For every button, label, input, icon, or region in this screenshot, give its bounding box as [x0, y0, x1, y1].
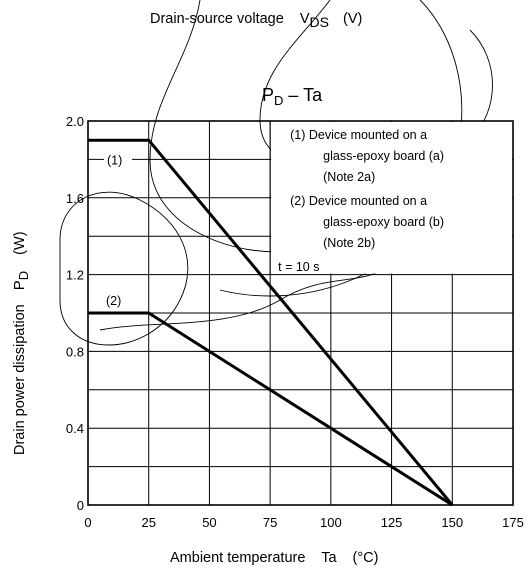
chart-title: PD – Ta	[262, 85, 323, 108]
top-label-subscript: DS	[310, 14, 329, 30]
legend-line: (Note 2a)	[323, 170, 375, 184]
chart-title-rest: – Ta	[283, 85, 323, 105]
chart-title-symbol: P	[262, 85, 274, 105]
x-tick-label: 125	[381, 515, 403, 530]
x-axis-label-symbol: Ta	[321, 550, 337, 566]
y-tick-label: 0.4	[66, 421, 84, 436]
series-lines	[88, 138, 454, 507]
series-1-label-bg	[104, 151, 132, 168]
y-axis-label-subscript: D	[16, 271, 31, 280]
y-tick-label: 1.2	[66, 268, 84, 283]
x-axis-label-text: Ambient temperature	[170, 550, 305, 566]
x-axis-label: Ambient temperature Ta (°C)	[170, 550, 378, 566]
legend: (1) Device mounted on a glass-epoxy board…	[269, 121, 512, 275]
series-1-line	[88, 138, 454, 506]
legend-line: t = 10 s	[278, 260, 319, 274]
x-tick-label: 100	[320, 515, 342, 530]
legend-line: (2) Device mounted on a	[290, 194, 427, 208]
series-1-label: (1)	[107, 153, 122, 167]
legend-line: (Note 2b)	[323, 236, 375, 250]
y-axis-label-unit: (W)	[12, 231, 28, 254]
series-labels: (1) (2)	[104, 151, 132, 308]
x-tick-label: 0	[84, 515, 91, 530]
legend-line: (1) Device mounted on a	[290, 128, 427, 142]
chart-title-subscript: D	[274, 93, 283, 108]
top-label-symbol: V	[300, 11, 310, 27]
y-axis-label: Drain power dissipation PD (W)	[11, 231, 32, 455]
x-axis-label-unit: (°C)	[353, 550, 379, 566]
legend-line: glass-epoxy board (a)	[323, 149, 444, 163]
y-axis-label-text: Drain power dissipation	[12, 304, 28, 455]
x-tick-label: 175	[502, 515, 524, 530]
x-tick-label: 150	[441, 515, 463, 530]
tick-labels: 0 25 50 75 100 125 150 175 0 0.4 0.8 1.2 1.6 2.0	[66, 114, 524, 530]
plot-frame	[87, 120, 514, 506]
x-tick-label: 50	[202, 515, 216, 530]
legend-background	[271, 122, 512, 274]
y-tick-label: 0	[77, 498, 84, 513]
series-2-label: (2)	[106, 294, 121, 308]
top-label: Drain-source voltage VDS (V)	[150, 11, 362, 31]
top-label-unit: (V)	[343, 11, 362, 27]
y-tick-label: 1.6	[66, 191, 84, 206]
legend-line: glass-epoxy board (b)	[323, 215, 444, 229]
top-label-prefix: Drain-source voltage	[150, 11, 284, 27]
y-tick-label: 2.0	[66, 114, 84, 129]
x-tick-label: 75	[263, 515, 277, 530]
series-2-line	[88, 311, 454, 507]
y-axis-label-symbol: P	[11, 280, 28, 290]
x-tick-label: 25	[141, 515, 155, 530]
y-tick-label: 0.8	[66, 344, 84, 359]
